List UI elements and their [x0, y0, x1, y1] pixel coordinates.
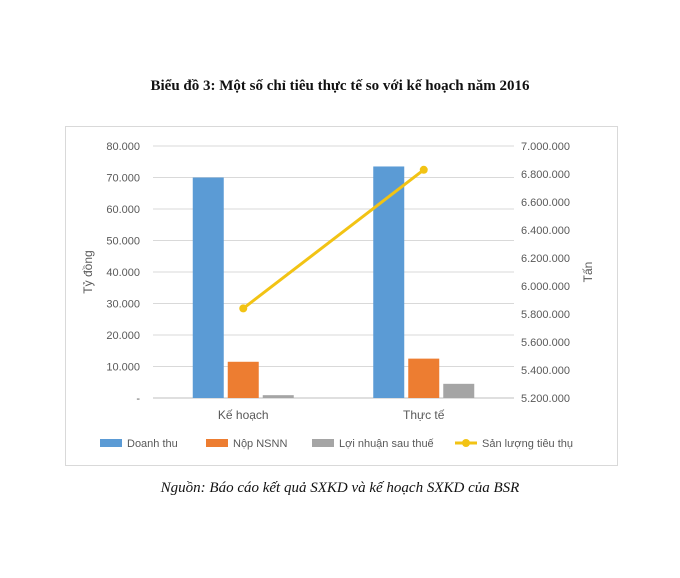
- legend-swatch: [100, 439, 122, 447]
- y-tick-label: -: [136, 393, 140, 405]
- bar: [408, 358, 440, 398]
- legend-swatch-marker: [462, 439, 470, 447]
- bar: [227, 361, 259, 398]
- legend-label: Lợi nhuận sau thuế: [339, 438, 434, 450]
- y-tick-label: 80.000: [106, 141, 140, 153]
- source-caption: Nguồn: Báo cáo kết quả SXKD và kế hoạch …: [160, 480, 520, 496]
- y2-tick-label: 6.400.000: [521, 225, 570, 237]
- bar: [373, 166, 405, 398]
- y-tick-label: 40.000: [106, 267, 140, 279]
- y2-tick-label: 5.800.000: [521, 309, 570, 321]
- y-tick-label: 10.000: [106, 362, 140, 374]
- y-tick-label: 70.000: [106, 173, 140, 185]
- y2-tick-label: 5.400.000: [521, 365, 570, 377]
- legend-label: Sản lượng tiêu thụ: [482, 438, 573, 450]
- chart-frame: [65, 126, 618, 466]
- y2-tick-label: 6.800.000: [521, 169, 570, 181]
- legend-label: Doanh thu: [127, 438, 178, 450]
- bar: [262, 395, 294, 398]
- line-point: [239, 304, 248, 313]
- y2-axis-label: Tấn: [581, 262, 595, 283]
- y2-tick-label: 6.200.000: [521, 253, 570, 265]
- series-line: [242, 168, 425, 310]
- x-tick-label: Thực tế: [403, 408, 445, 422]
- line-point: [419, 165, 428, 174]
- bar: [443, 383, 475, 398]
- legend-swatch: [312, 439, 334, 447]
- y2-tick-label: 7.000.000: [521, 141, 570, 153]
- y2-tick-label: 5.600.000: [521, 337, 570, 349]
- y2-tick-label: 6.000.000: [521, 281, 570, 293]
- legend-label: Nộp NSNN: [233, 438, 287, 450]
- y2-tick-label: 6.600.000: [521, 197, 570, 209]
- bar: [192, 177, 224, 398]
- y-tick-label: 60.000: [106, 204, 140, 216]
- legend-swatch: [206, 439, 228, 447]
- y-tick-label: 20.000: [106, 330, 140, 342]
- chart-title: Biểu đồ 3: Một số chỉ tiêu thực tế so vớ…: [150, 78, 530, 94]
- y2-tick-label: 5.200.000: [521, 393, 570, 405]
- x-tick-label: Kế hoạch: [218, 408, 269, 422]
- y-tick-label: 50.000: [106, 236, 140, 248]
- y-tick-label: 30.000: [106, 299, 140, 311]
- y-axis-label: Tỷ đồng: [81, 250, 95, 293]
